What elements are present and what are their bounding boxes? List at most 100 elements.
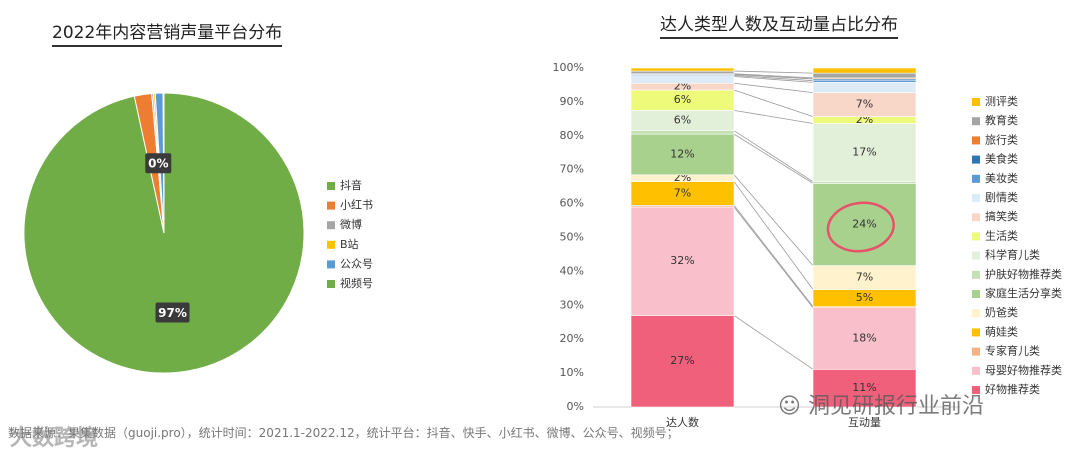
bar-ytick-6: 60% bbox=[560, 197, 584, 210]
bar-legend-swatch-15 bbox=[972, 386, 980, 394]
bar-legend-label-9: 护肤好物推荐类 bbox=[985, 267, 1062, 281]
bar-label-1-7: 17% bbox=[852, 146, 876, 159]
watermark-left: 大数跨境 bbox=[10, 426, 99, 451]
bar-connector-6 bbox=[733, 133, 814, 184]
bar-connector-11 bbox=[733, 76, 814, 83]
bar-connector-14 bbox=[733, 73, 814, 79]
bar-connector-8 bbox=[733, 109, 814, 124]
bar-chart-title: 达人类型人数及互动量占比分布 bbox=[660, 10, 898, 39]
bar-segment-0-10 bbox=[630, 76, 735, 84]
bar-legend-label-2: 旅行类 bbox=[985, 132, 1018, 146]
bar-label-0-8: 6% bbox=[674, 93, 691, 106]
bar-label-1-1: 18% bbox=[852, 332, 876, 345]
bar-legend-swatch-2 bbox=[972, 136, 980, 145]
bar-legend-swatch-8 bbox=[972, 251, 980, 260]
bar-segment-0-5 bbox=[630, 133, 735, 176]
bar-legend-label-10: 家庭生活分享类 bbox=[985, 286, 1062, 300]
bar-connector-5 bbox=[733, 174, 814, 266]
bar-legend-label-14: 母婴好物推荐类 bbox=[985, 363, 1062, 377]
bar-legend-swatch-6 bbox=[972, 213, 980, 222]
bar-legend-label-12: 萌娃类 bbox=[985, 324, 1018, 338]
bar-legend-label-1: 教育类 bbox=[985, 113, 1018, 127]
pie-legend-swatch-3 bbox=[327, 240, 335, 249]
pie-legend-swatch-5 bbox=[327, 280, 335, 288]
pie-legend-swatch-4 bbox=[327, 260, 335, 269]
bar-label-1-0: 11% bbox=[852, 381, 876, 394]
bar-legend-swatch-4 bbox=[972, 174, 980, 183]
bar-legend-swatch-0 bbox=[972, 98, 980, 106]
pie-legend-label-2: 微博 bbox=[340, 217, 362, 231]
pie-legend-label-0: 抖音 bbox=[340, 178, 362, 192]
pie-chart-title: 2022年内容营销声量平台分布 bbox=[52, 18, 283, 47]
pie-label-box-2 bbox=[145, 153, 172, 174]
bar-legend-label-7: 生活类 bbox=[985, 228, 1018, 242]
bar-ytick-10: 100% bbox=[553, 61, 584, 74]
pie-legend-swatch-1 bbox=[327, 201, 335, 210]
pie-legend-label-4: 公众号 bbox=[340, 257, 373, 270]
bar-legend-swatch-11 bbox=[972, 309, 980, 318]
bar-legend-swatch-12 bbox=[972, 328, 980, 337]
bar-segment-1-7 bbox=[812, 123, 917, 182]
bar-connector-15 bbox=[733, 70, 814, 74]
bar-ytick-8: 80% bbox=[560, 129, 584, 142]
bar-label-0-5: 12% bbox=[670, 147, 694, 160]
bar-legend-label-4: 美妆类 bbox=[985, 171, 1018, 185]
bar-category-0: 达人数 bbox=[666, 416, 699, 429]
bar-ytick-0: 0% bbox=[567, 400, 584, 413]
bar-label-0-0: 27% bbox=[670, 354, 694, 367]
bar-legend-label-8: 科学育儿类 bbox=[985, 248, 1040, 262]
bar-label-1-5: 24% bbox=[852, 217, 876, 230]
bar-segment-0-15 bbox=[630, 67, 735, 72]
bar-ytick-4: 40% bbox=[560, 264, 584, 277]
pie-label-2: 0% bbox=[148, 157, 168, 171]
bar-segment-0-0 bbox=[630, 315, 735, 408]
bar-legend-swatch-1 bbox=[972, 117, 980, 126]
bar-connector-4 bbox=[733, 181, 814, 290]
bar-ytick-7: 70% bbox=[560, 163, 584, 176]
bar-segment-1-14 bbox=[812, 72, 917, 79]
bar-legend-swatch-3 bbox=[972, 155, 980, 164]
bar-segment-0-6 bbox=[630, 130, 735, 135]
bar-legend-swatch-9 bbox=[972, 270, 980, 279]
bar-ytick-2: 20% bbox=[560, 332, 584, 345]
bar-connector-12 bbox=[733, 75, 814, 82]
bar-segment-1-15 bbox=[812, 67, 917, 74]
bar-connector-9 bbox=[733, 89, 814, 118]
bar-label-1-3: 5% bbox=[856, 291, 873, 304]
pie-legend-label-1: 小红书 bbox=[340, 199, 373, 212]
bar-ytick-5: 50% bbox=[560, 231, 584, 244]
bar-ytick-3: 30% bbox=[560, 298, 584, 311]
bar-label-0-1: 32% bbox=[670, 254, 694, 267]
bar-legend-swatch-13 bbox=[972, 347, 980, 356]
bar-legend-label-0: 测评类 bbox=[985, 94, 1018, 108]
bar-segment-1-10 bbox=[812, 82, 917, 93]
bar-legend-label-3: 美食类 bbox=[985, 152, 1018, 166]
bar-legend-label-11: 奶爸类 bbox=[985, 305, 1018, 319]
bar-segment-0-1 bbox=[630, 206, 735, 316]
bar-label-1-9: 7% bbox=[856, 98, 873, 111]
pie-legend-label-3: B站 bbox=[340, 237, 359, 251]
bar-connector-3 bbox=[733, 205, 814, 307]
bar-connector-7 bbox=[733, 130, 814, 183]
pie-legend-swatch-2 bbox=[327, 221, 335, 230]
bar-legend-swatch-5 bbox=[972, 194, 980, 202]
watermark-right-text: 洞见研报行业前沿 bbox=[807, 394, 984, 419]
bar-segment-1-1 bbox=[812, 307, 917, 370]
bar-legend-label-5: 剧情类 bbox=[985, 190, 1018, 204]
bar-legend-swatch-7 bbox=[972, 232, 980, 241]
pie-slice-5 bbox=[162, 92, 165, 234]
bar-label-0-3: 7% bbox=[674, 186, 691, 199]
watermark-right: ☺ 洞见研报行业前沿 bbox=[778, 388, 984, 420]
bar-category-1: 互动量 bbox=[848, 416, 881, 429]
bar-legend-swatch-14 bbox=[972, 366, 980, 375]
bar-ytick-9: 90% bbox=[560, 95, 584, 108]
pie-legend-swatch-0 bbox=[327, 182, 335, 190]
wechat-icon: ☺ bbox=[778, 394, 801, 419]
bar-legend-label-6: 搞笑类 bbox=[985, 209, 1018, 223]
annotation-circle bbox=[826, 201, 895, 253]
bar-connector-1 bbox=[733, 315, 814, 370]
bar-connector-2 bbox=[733, 206, 814, 308]
data-source-note: 数据来源：果集数据（guoji.pro），统计时间：2021.1-2022.12… bbox=[8, 426, 679, 440]
pie-legend-label-5: 视频号 bbox=[340, 276, 373, 290]
